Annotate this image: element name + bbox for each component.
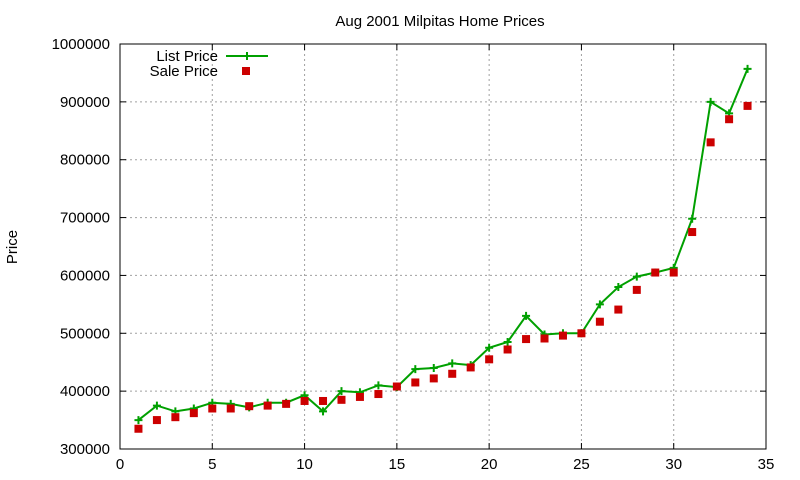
- x-tick-label: 10: [296, 456, 313, 473]
- plot-frame: [119, 43, 767, 450]
- sale-price-point: [651, 268, 660, 277]
- sale-price-point: [319, 396, 328, 405]
- y-tick-label: 600000: [60, 267, 110, 284]
- sale-price-point: [263, 401, 272, 410]
- y-tick-label: 900000: [60, 94, 110, 111]
- list-price-point: [632, 272, 641, 281]
- sale-price-point: [558, 331, 567, 340]
- x-tick-label: 0: [116, 456, 124, 473]
- sale-price-point: [706, 138, 715, 147]
- sale-price-point: [522, 335, 531, 344]
- series-layer: [134, 64, 752, 433]
- legend-marker-list-price: [243, 52, 251, 60]
- legend-marker-sale-price: [242, 67, 250, 75]
- sale-price-point: [485, 355, 494, 364]
- sale-price-point: [226, 404, 235, 413]
- y-tick-label: 400000: [60, 383, 110, 400]
- y-axis-label: Price: [4, 230, 21, 264]
- sale-price-point: [411, 378, 420, 387]
- list-price-point: [152, 401, 161, 410]
- y-tick-label: 1000000: [52, 36, 110, 53]
- sale-price-point: [725, 115, 734, 124]
- sale-price-point: [540, 334, 549, 343]
- sale-price-point: [577, 329, 586, 338]
- sale-price-point: [355, 392, 364, 401]
- sale-price-point: [466, 363, 475, 372]
- legend: List Price Sale Price: [150, 48, 268, 80]
- sale-price-point: [614, 305, 623, 314]
- chart-title: Aug 2001 Milpitas Home Prices: [335, 13, 544, 30]
- x-tick-label: 35: [758, 456, 775, 473]
- list-price-point: [688, 214, 697, 223]
- list-price-point: [743, 64, 752, 73]
- sale-price-point: [152, 416, 161, 425]
- sale-price-point: [245, 402, 254, 411]
- list-price-point: [448, 359, 457, 368]
- sale-price-point: [688, 228, 697, 237]
- y-tick-label: 500000: [60, 325, 110, 342]
- legend-label-sale-price: Sale Price: [150, 63, 218, 80]
- y-tick-label: 300000: [60, 441, 110, 458]
- list-price-point: [429, 364, 438, 372]
- sale-price-point: [632, 285, 641, 294]
- list-price-point: [522, 311, 531, 320]
- list-price-point: [134, 416, 143, 425]
- sale-price-point: [503, 345, 512, 354]
- grid: [120, 44, 766, 449]
- x-tick-label: 30: [665, 456, 682, 473]
- sale-price-point: [134, 424, 143, 433]
- sale-price-point: [669, 268, 678, 277]
- sale-price-point: [189, 409, 198, 418]
- list-price-point: [374, 381, 383, 390]
- legend-label-list-price: List Price: [156, 48, 218, 65]
- sale-price-point: [208, 404, 217, 413]
- sale-price-point: [282, 399, 291, 408]
- x-tick-label: 15: [389, 456, 406, 473]
- y-tick-label: 800000: [60, 152, 110, 169]
- list-price-point: [706, 97, 715, 106]
- x-tick-label: 5: [208, 456, 216, 473]
- list-price-point: [337, 387, 346, 396]
- x-tick-label: 20: [481, 456, 498, 473]
- sale-price-point: [392, 382, 401, 391]
- sale-price-point: [448, 369, 457, 378]
- list-price-point: [614, 283, 623, 291]
- sale-price-point: [337, 395, 346, 404]
- sale-price-point: [595, 317, 604, 326]
- sale-price-point: [743, 101, 752, 110]
- sale-price-point: [374, 390, 383, 399]
- y-tick-label: 700000: [60, 210, 110, 227]
- list-price-point: [503, 337, 512, 346]
- axes: 0 5 10 15 20 25 30 35 300000 400000 500000 600000 70…: [52, 36, 775, 473]
- list-price-point: [595, 300, 604, 309]
- sale-price-point: [429, 374, 438, 383]
- list-price-point: [485, 343, 494, 352]
- x-tick-label: 25: [573, 456, 590, 473]
- list-price-point: [319, 407, 328, 416]
- sale-price-point: [171, 413, 180, 422]
- sale-price-point: [300, 396, 309, 405]
- series-line-list-price: [137, 68, 749, 421]
- list-price-point: [411, 365, 420, 374]
